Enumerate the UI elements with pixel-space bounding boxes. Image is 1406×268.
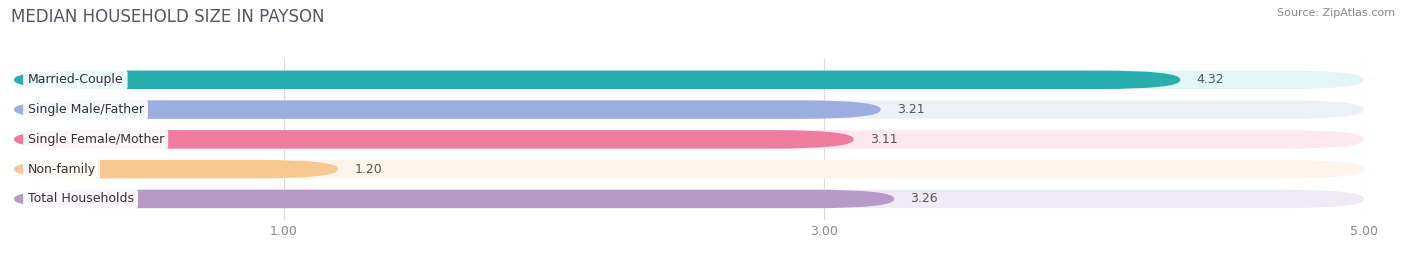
Text: Married-Couple: Married-Couple: [28, 73, 124, 86]
Text: Source: ZipAtlas.com: Source: ZipAtlas.com: [1277, 8, 1395, 18]
FancyBboxPatch shape: [14, 190, 894, 208]
FancyBboxPatch shape: [14, 190, 1364, 208]
Text: Non-family: Non-family: [28, 163, 96, 176]
FancyBboxPatch shape: [14, 160, 1364, 178]
Text: 3.26: 3.26: [910, 192, 938, 205]
FancyBboxPatch shape: [14, 70, 1180, 89]
FancyBboxPatch shape: [14, 160, 337, 178]
FancyBboxPatch shape: [14, 70, 1364, 89]
FancyBboxPatch shape: [14, 100, 880, 119]
Text: MEDIAN HOUSEHOLD SIZE IN PAYSON: MEDIAN HOUSEHOLD SIZE IN PAYSON: [11, 8, 325, 26]
Text: Single Female/Mother: Single Female/Mother: [28, 133, 165, 146]
FancyBboxPatch shape: [14, 130, 853, 148]
Text: Single Male/Father: Single Male/Father: [28, 103, 143, 116]
Text: 4.32: 4.32: [1197, 73, 1225, 86]
Text: 1.20: 1.20: [354, 163, 382, 176]
FancyBboxPatch shape: [14, 100, 1364, 119]
Text: 3.11: 3.11: [870, 133, 897, 146]
Text: Total Households: Total Households: [28, 192, 134, 205]
Text: 3.21: 3.21: [897, 103, 924, 116]
FancyBboxPatch shape: [14, 130, 1364, 148]
